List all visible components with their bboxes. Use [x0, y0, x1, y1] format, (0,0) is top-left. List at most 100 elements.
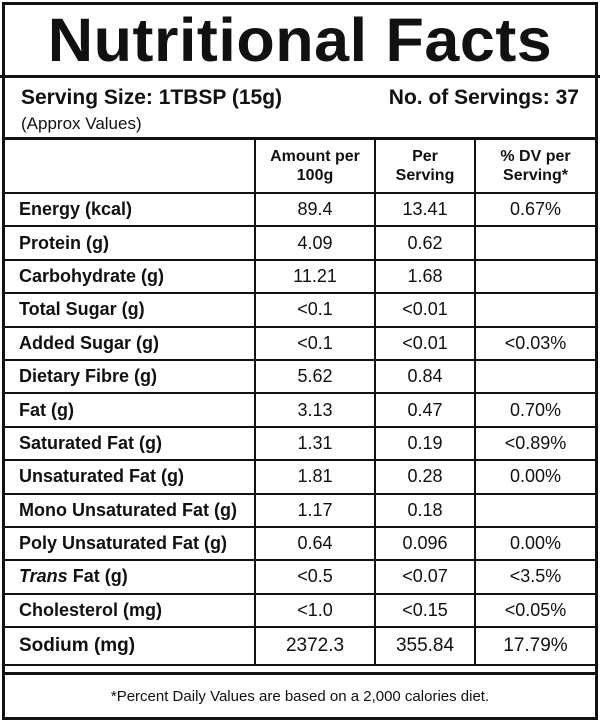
per-serving-value: 0.62	[374, 225, 476, 261]
nutrient-name: Added Sugar (g)	[5, 325, 256, 361]
per-serving-value: 0.096	[374, 525, 476, 562]
nutrient-name: Carbohydrate (g)	[5, 258, 256, 295]
dv-value	[474, 358, 595, 395]
table-row: Unsaturated Fat (g) 1.81 0.28 0.00%	[5, 459, 595, 495]
header-dv-per-serving-text: % DV per Serving*	[500, 148, 571, 184]
amount-per-100g: 4.09	[254, 225, 376, 261]
nutrient-name-text: Energy (kcal)	[19, 199, 133, 220]
amount-per-100g: 5.62	[254, 358, 376, 395]
dv-value: <0.89%	[474, 425, 595, 462]
nutrient-name-text: Total Sugar (g)	[19, 299, 145, 320]
nutrient-name: Unsaturated Fat (g)	[5, 459, 256, 495]
nutrient-name-text: Cholesterol (mg)	[19, 599, 163, 620]
dv-value	[474, 225, 595, 261]
per-serving-value: <0.15	[374, 592, 476, 629]
nutrient-name: Cholesterol (mg)	[5, 592, 256, 629]
nutrient-name-text: Fat (g)	[67, 566, 128, 587]
nutrient-name-text: Saturated Fat (g)	[19, 432, 163, 453]
per-serving-value: 0.28	[374, 459, 476, 495]
nutrient-name-text: Protein (g)	[19, 232, 109, 253]
table-row: Mono Unsaturated Fat (g) 1.17 0.18	[5, 492, 595, 528]
amount-per-100g: <0.5	[254, 559, 376, 595]
table-row: Energy (kcal) 89.4 13.41 0.67%	[5, 191, 595, 228]
nutrient-name-prefix: Trans	[19, 566, 68, 587]
nutrient-name-text: Added Sugar (g)	[19, 332, 159, 353]
serving-info: Serving Size: 1TBSP (15g) No. of Serving…	[5, 78, 595, 140]
nutrient-name: Mono Unsaturated Fat (g)	[5, 492, 256, 528]
header-amount-per-100g: Amount per 100g	[254, 140, 376, 194]
nutrient-name: Saturated Fat (g)	[5, 425, 256, 462]
nutrient-name: Total Sugar (g)	[5, 292, 256, 328]
table-row: Fat (g) 3.13 0.47 0.70%	[5, 392, 595, 428]
amount-per-100g: 1.17	[254, 492, 376, 528]
footnote: *Percent Daily Values are based on a 2,0…	[5, 672, 595, 717]
amount-per-100g: 11.21	[254, 258, 376, 295]
nutrition-table: Amount per 100g Per Serving % DV per Ser…	[5, 140, 595, 667]
amount-per-100g: 1.81	[254, 459, 376, 495]
dv-value: 0.00%	[474, 459, 595, 495]
table-row: Total Sugar (g) <0.1 <0.01	[5, 292, 595, 328]
dv-value: <0.05%	[474, 592, 595, 629]
per-serving-value: 0.84	[374, 358, 476, 395]
header-nutrient	[5, 140, 256, 194]
nutrient-name: Protein (g)	[5, 225, 256, 261]
nutrient-name-text: Sodium (mg)	[19, 635, 136, 657]
per-serving-value: <0.01	[374, 325, 476, 361]
amount-per-100g: <0.1	[254, 292, 376, 328]
amount-per-100g: 3.13	[254, 392, 376, 428]
per-serving-value: 13.41	[374, 191, 476, 228]
serving-size: Serving Size: 1TBSP (15g)	[21, 86, 283, 109]
amount-per-100g: <0.1	[254, 325, 376, 361]
servings-count: No. of Servings: 37	[388, 86, 579, 109]
nutrient-name-text: Dietary Fibre (g)	[19, 366, 158, 387]
per-serving-value: <0.07	[374, 559, 476, 595]
nutrient-name-text: Poly Unsaturated Fat (g)	[19, 533, 228, 554]
per-serving-value: 355.84	[374, 626, 476, 667]
amount-per-100g: <1.0	[254, 592, 376, 629]
table-row: Poly Unsaturated Fat (g) 0.64 0.096 0.00%	[5, 525, 595, 562]
dv-value: 0.00%	[474, 525, 595, 562]
table-row: Saturated Fat (g) 1.31 0.19 <0.89%	[5, 425, 595, 462]
table-row: Protein (g) 4.09 0.62	[5, 225, 595, 261]
nutrient-name: Fat (g)	[5, 392, 256, 428]
per-serving-value: <0.01	[374, 292, 476, 328]
header-amount-per-100g-text: Amount per 100g	[270, 148, 360, 184]
header-dv-per-serving: % DV per Serving*	[474, 140, 595, 194]
approx-values-note: (Approx Values)	[21, 114, 142, 133]
header-per-serving: Per Serving	[374, 140, 476, 194]
dv-value	[474, 492, 595, 528]
nutrient-name-text: Fat (g)	[19, 399, 74, 420]
table-row: Added Sugar (g) <0.1 <0.01 <0.03%	[5, 325, 595, 361]
nutrient-name: Energy (kcal)	[5, 191, 256, 228]
table-row: Cholesterol (mg) <1.0 <0.15 <0.05%	[5, 592, 595, 629]
nutrient-name-text: Mono Unsaturated Fat (g)	[19, 499, 237, 520]
per-serving-value: 1.68	[374, 258, 476, 295]
nutrient-name: Sodium (mg)	[5, 626, 256, 667]
table-header-row: Amount per 100g Per Serving % DV per Ser…	[5, 140, 595, 194]
label-title: Nutritional Facts	[0, 5, 600, 78]
dv-value: 0.67%	[474, 191, 595, 228]
per-serving-value: 0.47	[374, 392, 476, 428]
nutrient-name-text: Carbohydrate (g)	[19, 265, 165, 286]
dv-value	[474, 292, 595, 328]
per-serving-value: 0.19	[374, 425, 476, 462]
dv-value: 0.70%	[474, 392, 595, 428]
amount-per-100g: 1.31	[254, 425, 376, 462]
amount-per-100g: 2372.3	[254, 626, 376, 667]
nutrient-name: Dietary Fibre (g)	[5, 358, 256, 395]
amount-per-100g: 0.64	[254, 525, 376, 562]
dv-value: <3.5%	[474, 559, 595, 595]
table-row: Sodium (mg) 2372.3 355.84 17.79%	[5, 626, 595, 667]
per-serving-value: 0.18	[374, 492, 476, 528]
dv-value: 17.79%	[474, 626, 595, 667]
nutrient-name-text: Unsaturated Fat (g)	[19, 466, 185, 487]
nutrient-name: Trans Fat (g)	[5, 559, 256, 595]
table-row: Dietary Fibre (g) 5.62 0.84	[5, 358, 595, 395]
dv-value	[474, 258, 595, 295]
table-row: Trans Fat (g) <0.5 <0.07 <3.5%	[5, 559, 595, 595]
table-row: Carbohydrate (g) 11.21 1.68	[5, 258, 595, 295]
header-per-serving-text: Per Serving	[395, 148, 455, 184]
dv-value: <0.03%	[474, 325, 595, 361]
amount-per-100g: 89.4	[254, 191, 376, 228]
